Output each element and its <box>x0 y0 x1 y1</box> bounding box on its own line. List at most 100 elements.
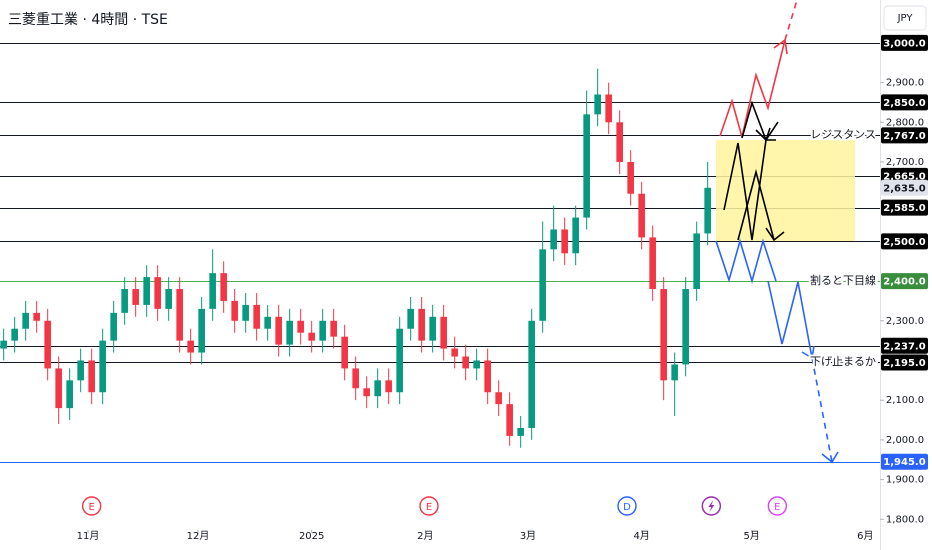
level-label-box <box>881 94 928 111</box>
candle-body <box>242 304 249 321</box>
plot-area <box>0 43 880 463</box>
candle-body <box>341 336 348 369</box>
candle-body <box>330 320 337 337</box>
x-tick-label: 5月 <box>743 530 759 542</box>
candle-body <box>220 273 227 301</box>
candle-body <box>517 427 524 436</box>
candle-body <box>638 193 645 238</box>
candle-body <box>143 277 150 305</box>
y-tick-label: 2,000.0 <box>886 435 924 446</box>
candle-body <box>99 340 106 393</box>
candle-body <box>429 316 436 341</box>
x-tick-label: 11月 <box>77 530 100 542</box>
candle-body <box>407 308 414 329</box>
candle-body <box>154 277 161 309</box>
level-label-box <box>881 233 928 250</box>
y-tick-label: 2,800.0 <box>886 117 924 128</box>
annotation: レジスタンス <box>810 128 876 141</box>
currency[interactable]: JPY <box>897 13 914 24</box>
candle-body <box>297 320 304 333</box>
level-label: 2,635.0 <box>883 183 925 194</box>
candle-body <box>66 380 73 409</box>
black-arrowhead <box>755 127 771 142</box>
candle-body <box>704 187 711 234</box>
level-label: 2,195.0 <box>883 358 925 369</box>
x-tick-label: 4月 <box>633 530 649 542</box>
level-label-box <box>881 337 928 354</box>
level-label: 2,767.0 <box>883 131 925 142</box>
event-label: D <box>623 502 631 513</box>
level-label: 2,400.0 <box>883 277 925 288</box>
candle-body <box>440 316 447 349</box>
candle-body <box>616 122 623 162</box>
candle-body <box>319 320 326 341</box>
blue-zigzag <box>715 238 777 284</box>
candle-body <box>352 368 359 389</box>
y-tick-label: 1,800.0 <box>886 514 924 525</box>
candle-body <box>671 364 678 381</box>
candle-body <box>121 289 128 313</box>
candle-body <box>605 94 612 123</box>
level-label: 1,945.0 <box>883 457 925 468</box>
candle-body <box>506 404 513 436</box>
candle-body <box>110 312 117 341</box>
level-label-box <box>881 354 928 371</box>
candle-body <box>363 388 370 397</box>
candle-body <box>528 320 535 428</box>
candle-body <box>462 356 469 369</box>
candle-body <box>187 340 194 353</box>
candle-body <box>55 368 62 409</box>
y-tick-label: 1,900.0 <box>886 475 924 486</box>
level-label: 3,000.0 <box>883 38 925 49</box>
candle-body <box>484 360 491 393</box>
candle-body <box>594 94 601 115</box>
zone-box <box>716 140 855 241</box>
event-label: E <box>774 502 780 513</box>
y-tick-label: 2,100.0 <box>886 395 924 406</box>
candle-body <box>286 320 293 345</box>
blue-path <box>767 280 813 359</box>
candle-body <box>649 237 656 290</box>
x-tick-label: 6月 <box>857 530 873 542</box>
black-path-3 <box>741 100 779 142</box>
drawings <box>715 0 855 464</box>
blue-dashed <box>811 357 833 463</box>
candle-body <box>33 312 40 321</box>
candle-body <box>495 392 502 405</box>
candle-body <box>209 273 216 309</box>
black-path-2 <box>737 168 775 241</box>
level-label: 2,585.0 <box>883 203 925 214</box>
y-tick-label: 2,700.0 <box>886 157 924 168</box>
event-icon <box>419 496 439 516</box>
candle-body <box>550 229 557 250</box>
candle-body <box>561 229 568 254</box>
candle-body <box>418 308 425 341</box>
black-arrowhead <box>765 227 785 242</box>
candle-body <box>693 233 700 290</box>
level-label: 2,665.0 <box>883 171 925 182</box>
event-bolt <box>708 500 715 512</box>
x-tick-label: 2月 <box>417 530 433 542</box>
level-label: 2,850.0 <box>883 98 925 109</box>
black-path-1 <box>723 139 776 241</box>
level-label-box <box>881 179 928 196</box>
candle-body <box>231 300 238 321</box>
candle-body <box>660 289 667 381</box>
x-tick-label: 12月 <box>187 530 210 542</box>
candle-body <box>264 316 271 329</box>
candle-body <box>539 249 546 321</box>
candle-body <box>0 340 7 349</box>
candle-body <box>22 312 29 329</box>
candle-body <box>396 328 403 393</box>
level-label-box <box>881 127 928 144</box>
candle-body <box>132 289 139 305</box>
candle-body <box>176 289 183 341</box>
currency-button[interactable] <box>883 5 927 31</box>
event-icon <box>767 496 788 516</box>
level-label: 2,500.0 <box>883 237 925 248</box>
candle-body <box>77 360 84 381</box>
red-dashed <box>784 0 798 41</box>
level-label-box <box>881 199 928 216</box>
